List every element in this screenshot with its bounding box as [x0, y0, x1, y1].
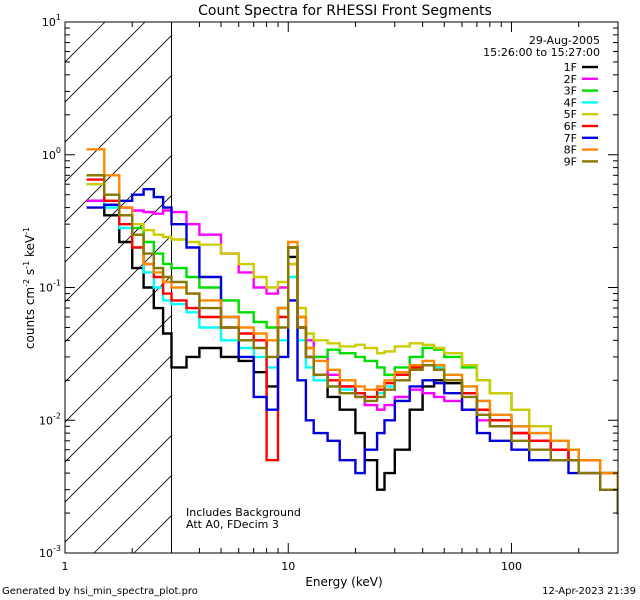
y-axis-label-exp-2: -1	[22, 261, 31, 269]
y-tick-label: 101	[42, 13, 61, 29]
footer-generated-by: Generated by hsi_min_spectra_plot.pro	[2, 586, 198, 597]
y-tick-label: 10-1	[39, 279, 61, 295]
hatch-line	[65, 74, 172, 183]
hatched-region	[65, 22, 173, 553]
axes-layer: 1 10 100 10-3 10-2 10-1 100 101	[39, 13, 619, 573]
y-tick-label: 10-3	[39, 544, 61, 560]
y-axis-label-exp-3: -1	[22, 227, 31, 235]
hatch-line	[65, 434, 172, 543]
hatch-line	[65, 394, 172, 503]
series-line-7F	[86, 188, 618, 515]
time-range-label: 15:26:00 to 15:27:00	[483, 46, 600, 59]
y-axis-label-unit-s: s	[23, 269, 37, 279]
x-tick-label: 1	[62, 560, 69, 573]
footer-timestamp: 12-Apr-2023 21:39	[542, 586, 636, 597]
series-layer	[86, 148, 618, 515]
annotation-attenuator: Att A0, FDecim 3	[186, 518, 279, 531]
hatch-line	[65, 234, 172, 343]
legend-label-4F: 4F	[564, 96, 577, 109]
hatch-line	[65, 34, 172, 143]
y-axis-label-exp-1: -2	[22, 279, 31, 287]
x-tick-label: 100	[501, 560, 522, 573]
legend-label-7F: 7F	[564, 132, 577, 145]
y-tick-label: 100	[42, 146, 61, 162]
legend-label-1F: 1F	[564, 61, 577, 74]
legend-label-3F: 3F	[564, 85, 577, 98]
x-tick-label: 10	[281, 560, 295, 573]
legend-label-8F: 8F	[564, 144, 577, 157]
series-line-9F	[86, 174, 618, 515]
y-axis-label-unit-kev: keV	[23, 234, 37, 261]
series-line-4F	[86, 183, 618, 491]
y-axis-label: counts cm-2 s-1 keV-1	[22, 227, 37, 349]
series-line-5F	[86, 183, 618, 491]
legend-label-9F: 9F	[564, 155, 577, 168]
legend-label-6F: 6F	[564, 120, 577, 133]
annotation-background: Includes Background	[186, 506, 301, 519]
y-tick-label: 10-2	[39, 411, 61, 427]
legend-label-5F: 5F	[564, 108, 577, 121]
x-axis-label: Energy (keV)	[305, 575, 382, 589]
date-label: 29-Aug-2005	[529, 34, 600, 47]
hatch-line	[65, 194, 172, 303]
legend-label-2F: 2F	[564, 73, 577, 86]
y-axis-label-main: counts cm	[23, 287, 37, 349]
chart-title: Count Spectra for RHESSI Front Segments	[198, 3, 492, 19]
